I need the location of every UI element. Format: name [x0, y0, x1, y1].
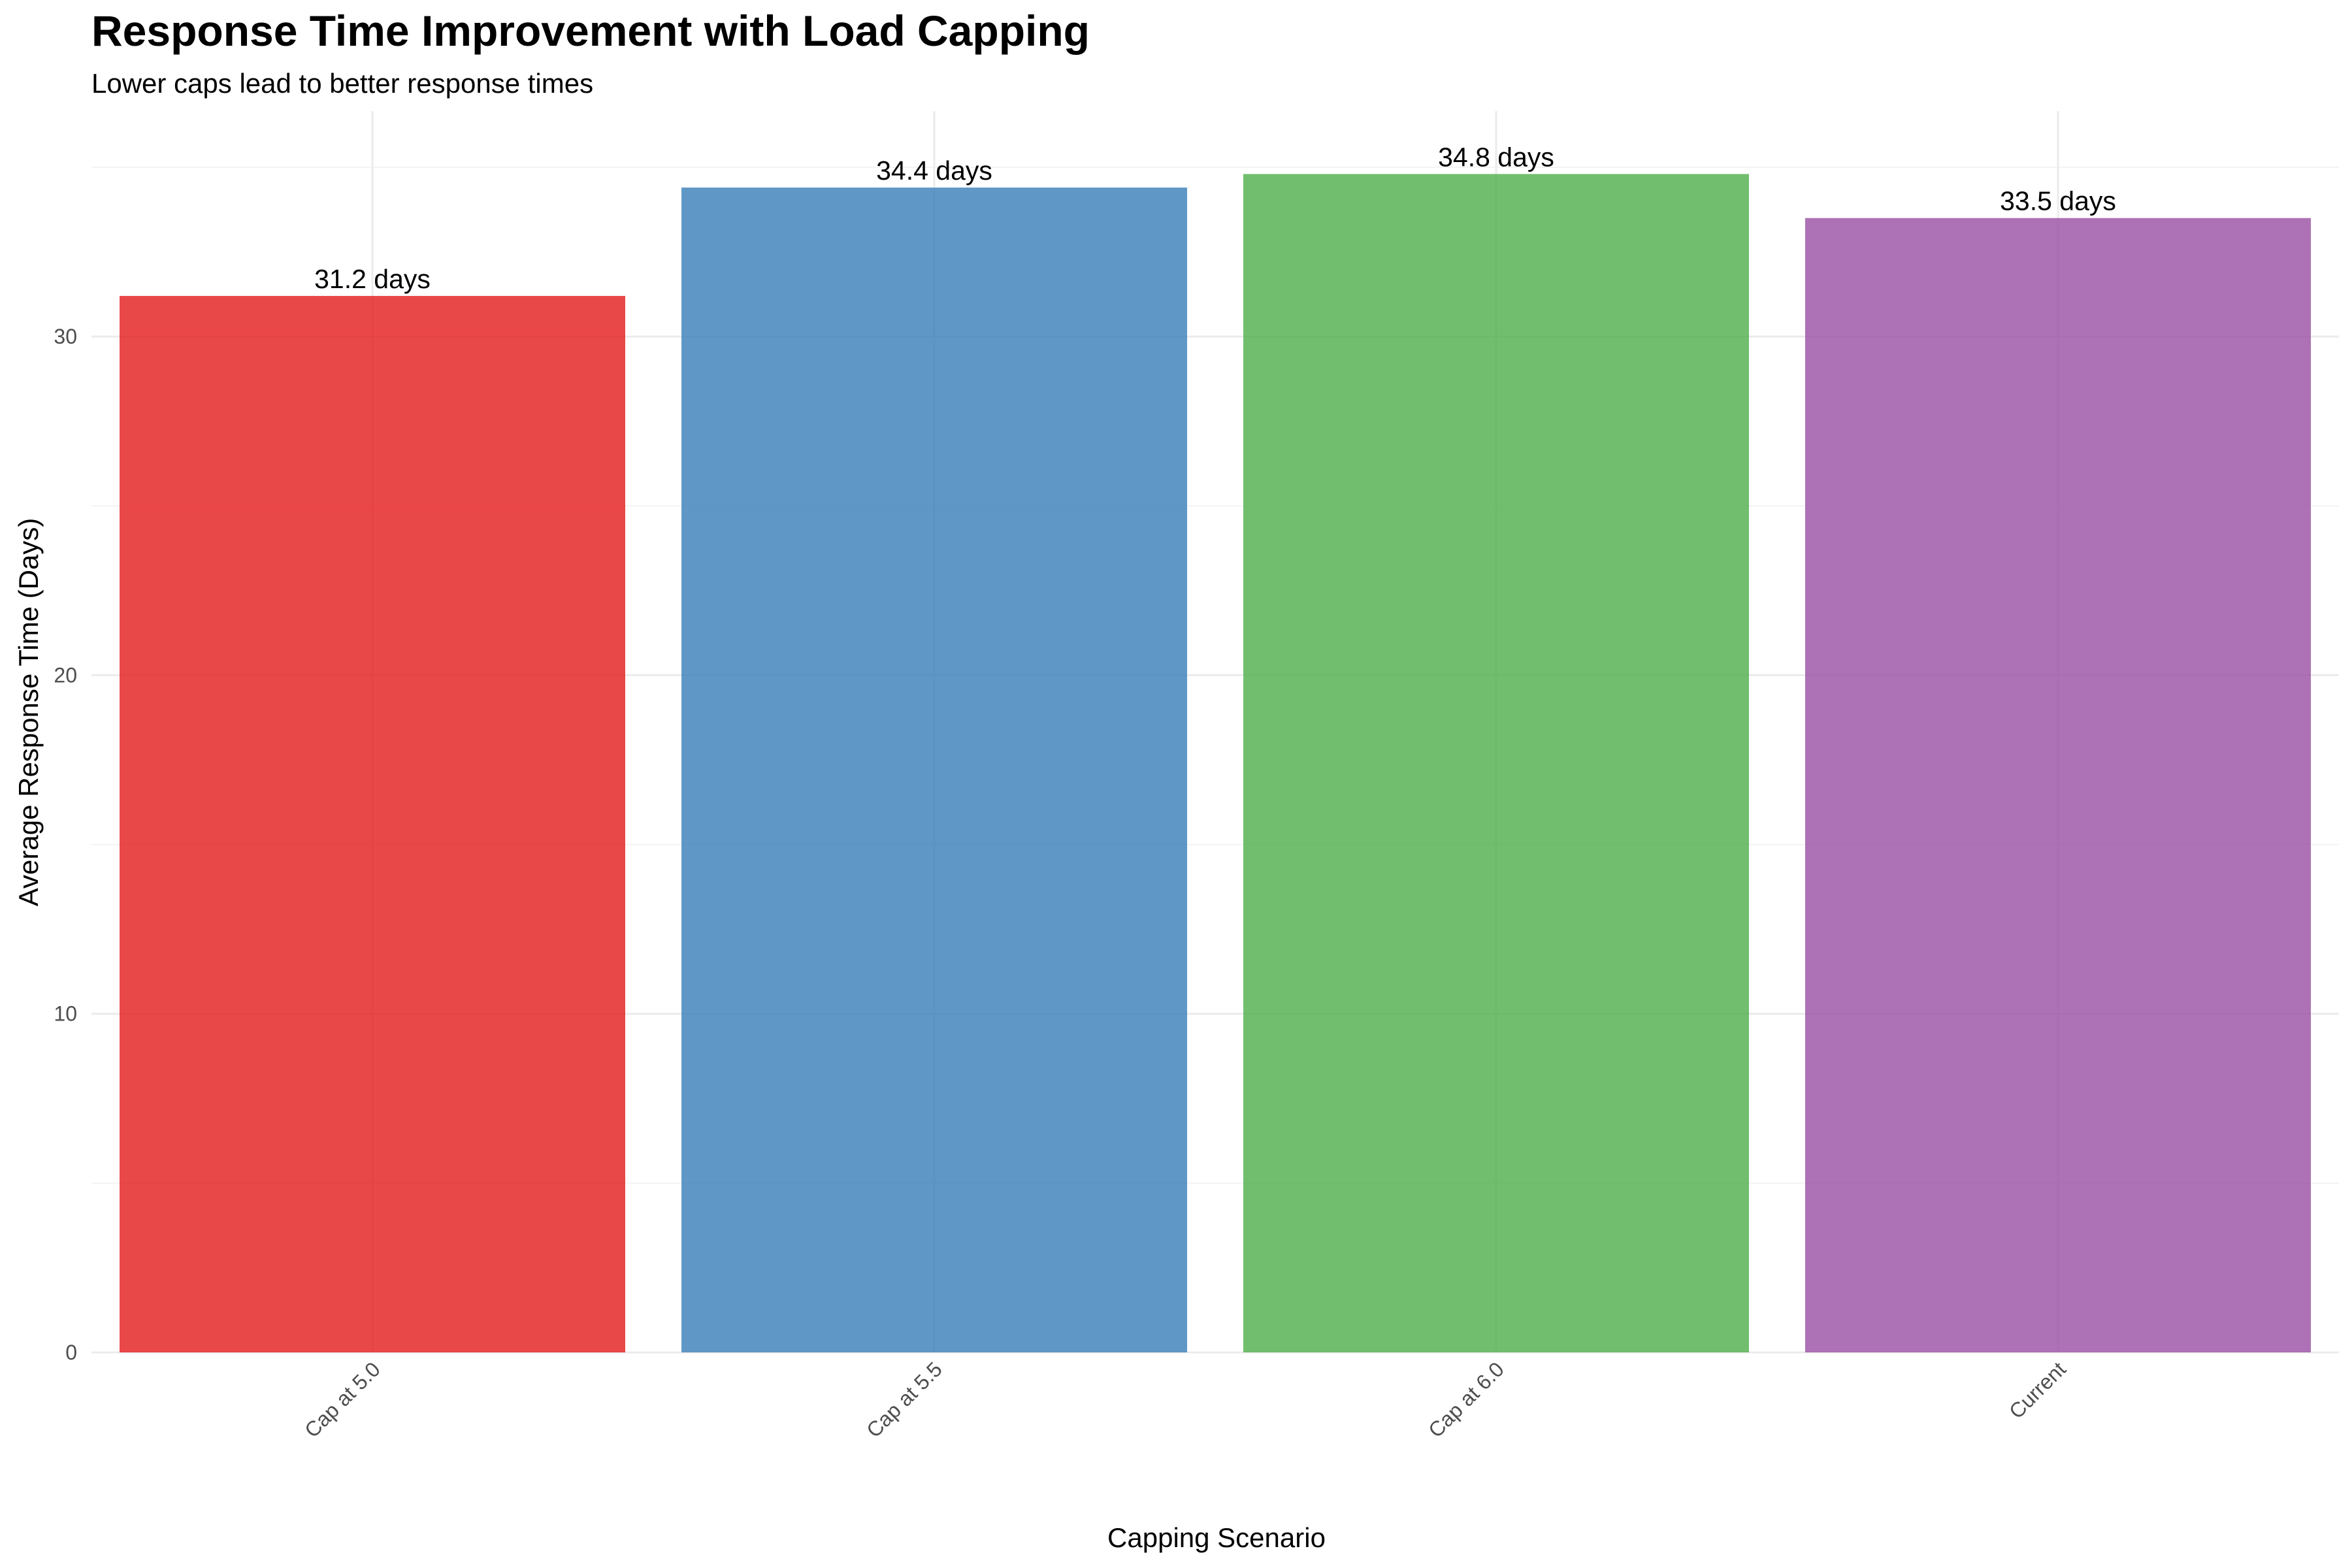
bar-2 — [1243, 174, 1749, 1352]
chart-subtitle: Lower caps lead to better response times — [91, 68, 593, 99]
x-tick-label: Cap at 5.5 — [862, 1357, 947, 1442]
y-tick-label: 0 — [65, 1341, 77, 1364]
y-tick-label: 10 — [54, 1002, 77, 1026]
bar-1 — [681, 188, 1187, 1352]
chart-title: Response Time Improvement with Load Capp… — [91, 7, 1090, 55]
x-axis-ticks: Cap at 5.0 Cap at 5.5 Cap at 6.0 Current — [300, 1357, 2070, 1442]
bars — [120, 174, 2311, 1352]
y-axis-ticks: 0 10 20 30 — [54, 325, 77, 1364]
y-axis-title: Average Response Time (Days) — [13, 518, 44, 906]
value-label-2: 34.8 days — [1438, 142, 1554, 172]
y-tick-label: 20 — [54, 663, 77, 687]
x-tick-label: Cap at 6.0 — [1424, 1357, 1509, 1442]
x-axis-title: Capping Scenario — [1107, 1522, 1326, 1553]
value-label-0: 31.2 days — [314, 264, 431, 294]
value-labels: 31.2 days 34.4 days 34.8 days 33.5 days — [314, 142, 2116, 294]
x-tick-label: Current — [2004, 1357, 2070, 1423]
bar-0 — [120, 295, 625, 1352]
x-tick-label: Cap at 5.0 — [300, 1357, 385, 1442]
value-label-1: 34.4 days — [876, 155, 992, 186]
y-tick-label: 30 — [54, 325, 77, 348]
bar-3 — [1805, 218, 2311, 1352]
value-label-3: 33.5 days — [2000, 186, 2116, 216]
